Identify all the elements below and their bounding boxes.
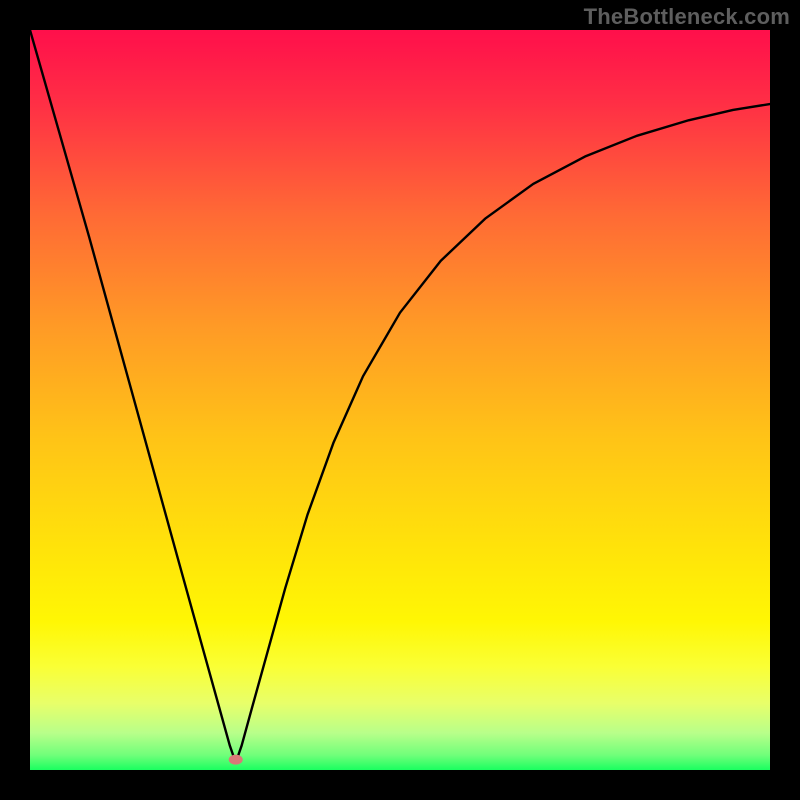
plot-svg [30,30,770,770]
plot-background [30,30,770,770]
plot-area [30,30,770,770]
chart-frame: TheBottleneck.com [0,0,800,800]
watermark-text: TheBottleneck.com [584,4,790,30]
optimal-point-marker [229,755,243,765]
